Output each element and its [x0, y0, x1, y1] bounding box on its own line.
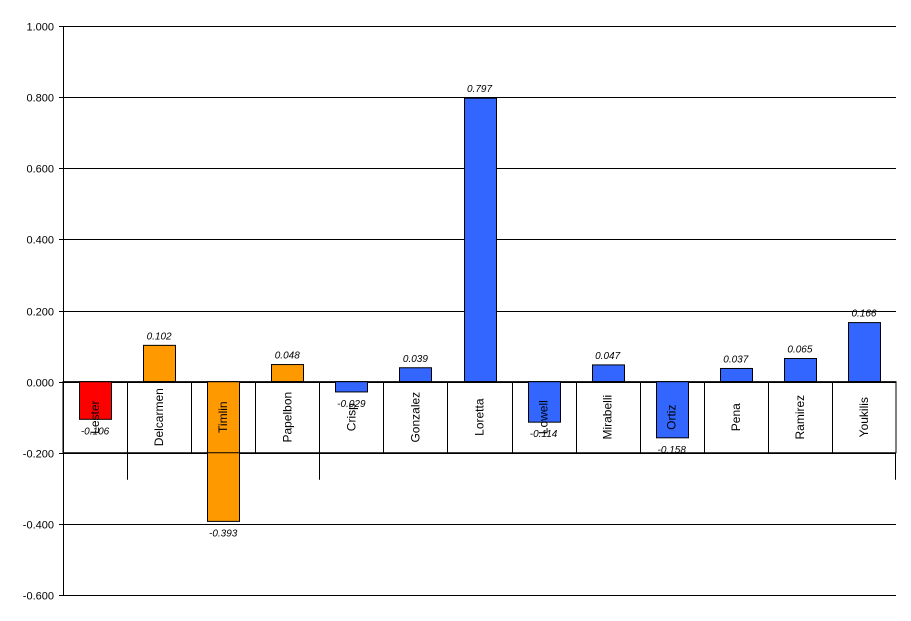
category-label: Gonzalez: [408, 392, 422, 443]
category-label: Lester: [88, 401, 102, 434]
bar-mirabelli: [592, 364, 625, 383]
bar-timlin: [207, 381, 240, 522]
y-tick-label: 0.400: [26, 235, 54, 247]
category-label: Loretta: [473, 398, 487, 436]
category-label: Papelbon: [280, 392, 294, 443]
data-label: 0.048: [275, 351, 300, 362]
data-label: -0.158: [658, 445, 687, 456]
y-tick-label: 0.000: [26, 378, 54, 390]
category-label: Ortiz: [665, 405, 679, 430]
data-label: -0.106: [81, 426, 110, 437]
data-label: -0.114: [530, 429, 558, 440]
category-label: Mirabelli: [601, 395, 615, 440]
data-label: 0.047: [595, 351, 620, 362]
bar-gonzalez: [399, 367, 432, 383]
data-label: -0.029: [337, 399, 366, 410]
y-tick-label: 0.800: [26, 93, 54, 105]
data-label: -0.393: [209, 528, 238, 539]
category-label: Ramirez: [793, 395, 807, 440]
data-label: 0.065: [787, 345, 812, 356]
bar-papelbon: [271, 364, 304, 383]
data-label: 0.039: [403, 354, 428, 365]
bar-loretta: [464, 97, 497, 383]
y-tick-label: -0.600: [23, 591, 54, 603]
y-tick-label: 1.000: [26, 22, 54, 34]
bar-ramirez: [784, 358, 817, 383]
data-label: 0.166: [851, 309, 876, 320]
category-table: Lester Delcarmen Timlin Papelbon Crisp Gonzal…: [62, 381, 897, 480]
data-label: 0.037: [723, 354, 748, 365]
y-axis: 1.000 0.800 0.600 0.400 0.200 0.000 -0.200 -0.4…: [23, 22, 64, 603]
data-label: 0.797: [467, 84, 492, 95]
bar-delcarmen: [143, 344, 176, 383]
y-tick-label: -0.400: [23, 520, 54, 532]
bar-crisp: [335, 381, 368, 393]
category-label: Delcarmen: [152, 388, 166, 446]
bar-youkilis: [848, 322, 881, 383]
y-tick-label: 0.600: [26, 164, 54, 176]
category-label: Youkilis: [857, 397, 871, 437]
category-label: Pena: [729, 403, 743, 431]
category-label: Timlin: [216, 401, 230, 433]
category-label: Lowell: [537, 400, 551, 434]
bar-pena: [720, 367, 753, 383]
y-tick-label: 0.200: [26, 307, 54, 319]
y-tick-label: -0.200: [23, 449, 54, 461]
category-label: Crisp: [344, 403, 358, 431]
data-labels: -0.106 0.102 -0.393 0.048 -0.029 0.039 0.797 -0…: [81, 84, 877, 539]
bars: [79, 97, 881, 522]
bar-ortiz: [656, 381, 689, 439]
data-label: 0.102: [147, 331, 172, 342]
